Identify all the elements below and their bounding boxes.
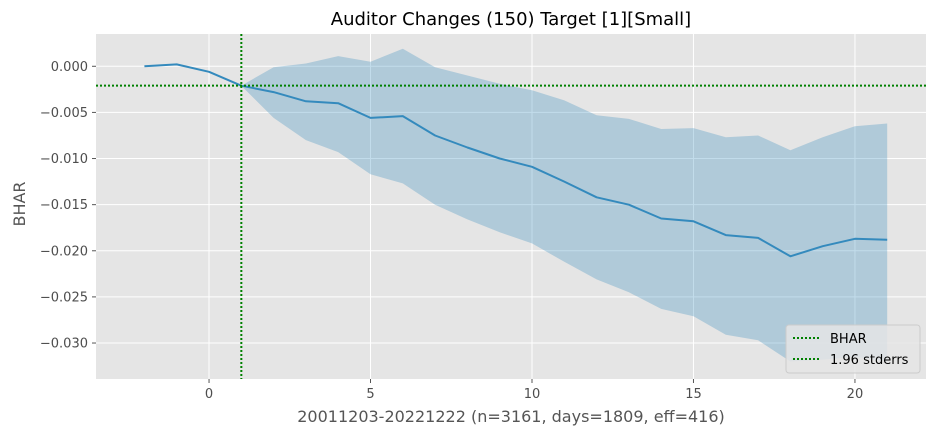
x-tick-label: 0: [205, 387, 213, 402]
chart-title: Auditor Changes (150) Target [1][Small]: [331, 9, 691, 30]
reference-lines: [96, 34, 926, 379]
plot-area: [96, 34, 926, 379]
x-tick-label: 10: [524, 387, 541, 402]
legend-label-bhar: BHAR: [830, 332, 867, 347]
x-tick-label: 5: [366, 387, 374, 402]
y-tick-label: −0.010: [40, 152, 88, 167]
x-tick-label: 15: [685, 387, 702, 402]
y-tick-label: 0.000: [51, 60, 88, 75]
confidence-band: [241, 48, 888, 362]
y-tick-label: −0.025: [40, 290, 88, 305]
y-tick-label: −0.015: [40, 198, 88, 213]
series-line-bhar: [144, 63, 888, 258]
y-tick-label: −0.020: [40, 244, 88, 259]
y-tick-label: −0.030: [40, 337, 88, 352]
legend-label-stderrs: 1.96 stderrs: [830, 353, 909, 368]
legend-box: [785, 324, 921, 374]
y-axis-label: BHAR: [10, 181, 29, 226]
y-tick-label: −0.005: [40, 106, 88, 121]
x-axis-ticks: 0 5 10 15 20: [205, 379, 863, 402]
series-layer: [144, 63, 888, 258]
y-axis-ticks: 0.000 −0.005 −0.010 −0.015 −0.020 −0.025 −0.03…: [40, 60, 96, 352]
legend: BHAR 1.96 stderrs: [785, 324, 921, 374]
x-axis-label: 20011203-20221222 (n=3161, days=1809, ef…: [297, 407, 725, 426]
grid: [96, 34, 926, 379]
plot-background: [96, 34, 926, 379]
x-tick-label: 20: [847, 387, 864, 402]
